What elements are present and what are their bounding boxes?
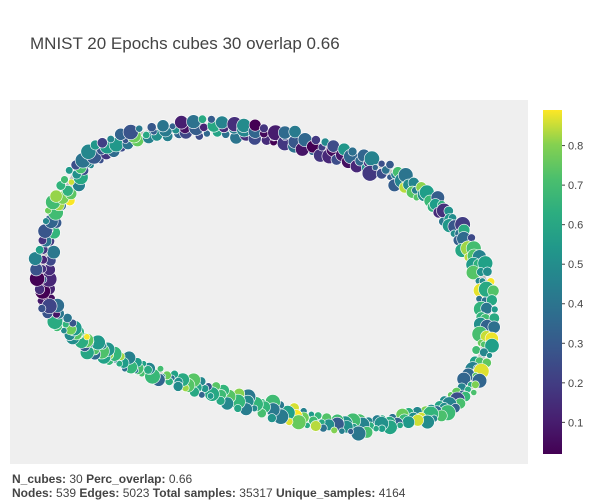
graph-node[interactable] [197,114,207,124]
graph-title: MNIST 20 Epochs cubes 30 overlap 0.66 [30,34,340,53]
graph-node[interactable] [482,266,493,277]
n-cubes-value: 30 [69,472,83,486]
graph-node[interactable] [207,392,215,400]
graph-node[interactable] [338,427,346,435]
graph-node[interactable] [484,338,500,354]
edges-label: Edges: [79,486,120,500]
graph-node[interactable] [65,166,74,175]
graph-node[interactable] [486,352,493,359]
graph-node[interactable] [310,135,321,145]
graph-node[interactable] [385,160,395,170]
graph-node[interactable] [135,124,144,133]
colorbar-tick-label: 0.2 [568,378,583,390]
unique-samples-value: 4164 [378,486,406,500]
perc-overlap-label: Perc_overlap: [86,472,166,486]
graph-node[interactable] [28,251,43,266]
colorbar-tick-label: 0.7 [568,180,583,192]
graph-node[interactable] [156,365,165,373]
graph-node[interactable] [471,380,480,389]
graph-node[interactable] [267,413,277,423]
unique-samples-label: Unique_samples: [276,486,376,500]
colorbar-tick-label: 0.4 [568,299,583,311]
graph-node[interactable] [83,333,91,341]
colorbar-gradient [543,110,562,454]
edges-value: 5023 [122,486,150,500]
graph-node[interactable] [233,404,243,413]
graph-node[interactable] [106,135,115,144]
graph-node[interactable] [60,175,69,184]
graph-node[interactable] [371,164,379,171]
graph-node[interactable] [146,122,157,133]
graph-node[interactable] [347,146,358,157]
graph-node[interactable] [347,428,355,435]
stats-line-1: N_cubes: 30 Perc_overlap: 0.66 [12,472,192,486]
graph-node[interactable] [68,178,75,186]
graph-node[interactable] [259,123,269,134]
colorbar-tick-label: 0.8 [568,141,583,153]
graph-node[interactable] [372,425,380,433]
total-samples-value: 35317 [239,486,273,500]
graph-node[interactable] [172,381,184,392]
graph-node[interactable] [330,426,338,434]
graph-node[interactable] [42,217,50,225]
n-cubes-label: N_cubes: [12,472,67,486]
graph-node[interactable] [215,395,226,406]
graph-node[interactable] [96,137,108,149]
graph-nodes[interactable] [28,114,501,442]
nodes-label: Nodes: [12,486,53,500]
graph-node[interactable] [37,304,47,313]
perc-overlap-value: 0.66 [168,472,193,486]
graph-node[interactable] [142,131,151,140]
colorbar-tick-label: 0.3 [568,338,583,350]
graph-node[interactable] [377,159,386,168]
colorbar-tick-label: 0.1 [568,417,583,429]
graph-node[interactable] [35,245,45,255]
stats-line-2: Nodes: 539 Edges: 5023 Total samples: 35… [12,486,405,500]
graph-node[interactable] [288,125,302,139]
colorbar-tick-label: 0.5 [568,259,583,271]
graph-node[interactable] [470,389,478,396]
nodes-value: 539 [56,486,77,500]
graph-node[interactable] [49,189,63,203]
total-samples-label: Total samples: [152,486,236,500]
colorbar-tick-label: 0.6 [568,220,583,232]
graph-node[interactable] [207,115,216,124]
